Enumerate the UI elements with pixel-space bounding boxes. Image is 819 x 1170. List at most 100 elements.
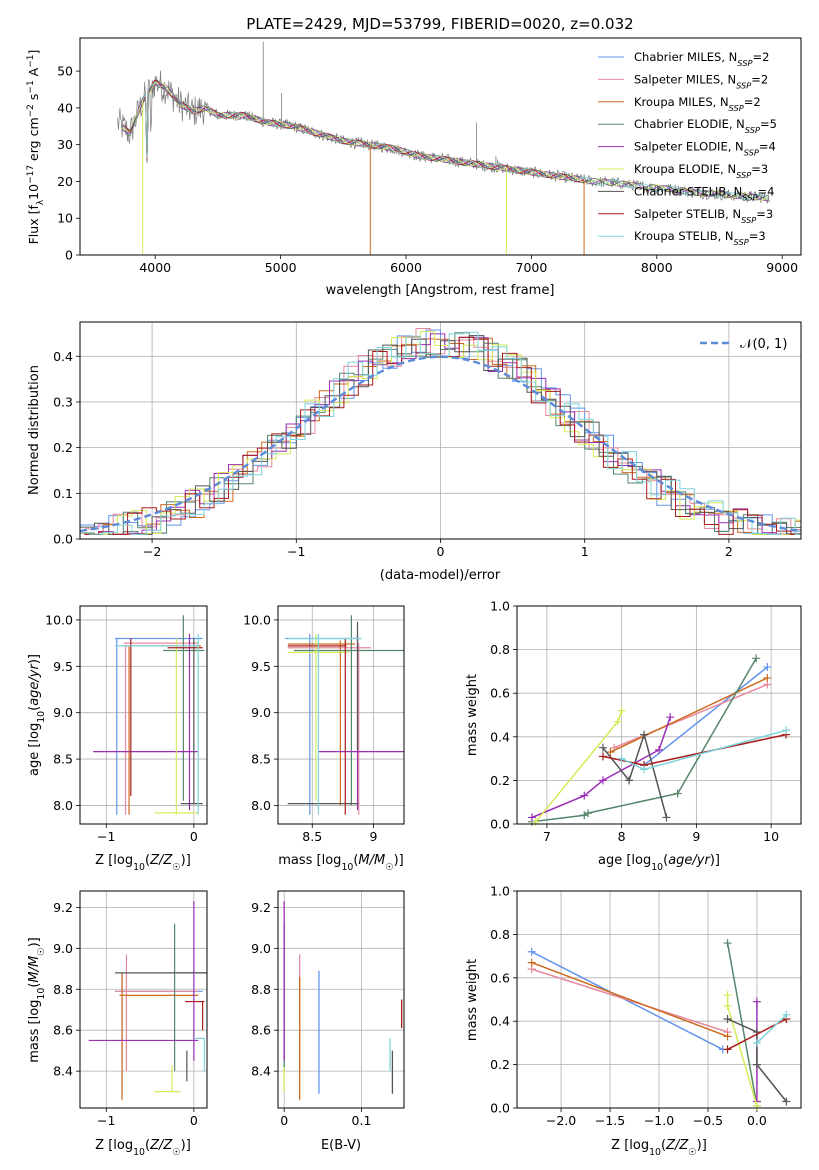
data-point — [673, 789, 682, 798]
residual-histogram-panel: −2 −1 0 1 2 0.0 0.1 0.2 0.3 0.4 𝒩(0, 1) (data-model… — [27, 321, 802, 583]
data-point — [752, 1060, 761, 1069]
histogram-chabrier-stelib — [80, 335, 801, 535]
y-tick-label: 0.2 — [490, 773, 510, 788]
data-point — [763, 673, 772, 682]
y-axis-label: mass weight — [465, 959, 480, 1041]
weight-vs-age-panel: 7 8 9 10 0.0 0.2 0.4 0.6 0.8 1.0 age [log10(age/yr… — [465, 599, 802, 873]
histogram-salpeter-stelib — [84, 336, 801, 535]
x-tick-label: 7000 — [516, 260, 548, 275]
y-tick-label: 9.0 — [251, 941, 271, 956]
spectrum-panel: 4000 5000 6000 7000 8000 9000 0 10 20 30 40 50 wavel… — [26, 37, 802, 298]
y-tick-label: 9.5 — [53, 659, 73, 674]
x-tick-label: −1.5 — [595, 1113, 625, 1128]
data-point — [723, 1045, 732, 1054]
x-tick-label: 6000 — [390, 260, 422, 275]
data-point — [580, 811, 589, 820]
y-tick-label: 0.4 — [490, 1014, 510, 1029]
data-point — [617, 754, 626, 763]
y-tick-label: 8.8 — [251, 982, 271, 997]
data-point — [752, 1038, 761, 1047]
data-point — [723, 1015, 732, 1024]
x-tick-label: 2 — [725, 544, 733, 559]
legend-entry: Salpeter STELIB, NSSP=3 — [634, 207, 773, 225]
model-spectrum-salpeter-stelib — [121, 79, 584, 183]
y-tick-label: 8.4 — [251, 1064, 271, 1079]
data-point — [527, 947, 536, 956]
y-tick-label: 0.8 — [490, 927, 510, 942]
data-point — [598, 743, 607, 752]
y-tick-label: 0.6 — [490, 970, 510, 985]
data-point — [527, 958, 536, 967]
y-tick-label: 1.0 — [490, 599, 510, 614]
x-tick-label: −2.0 — [546, 1113, 576, 1128]
y-tick-label: 8.5 — [53, 752, 73, 767]
series-kroupa-elodie — [535, 710, 623, 823]
y-tick-label: 0.6 — [490, 686, 510, 701]
y-tick-label: 30 — [57, 137, 73, 152]
series-salpeter-stelib — [602, 733, 787, 766]
y-tick-label: 8.0 — [251, 798, 271, 813]
x-tick-label: 9 — [369, 829, 377, 844]
legend-entry: Kroupa ELODIE, NSSP=3 — [634, 162, 768, 180]
y-tick-label: 0.0 — [490, 817, 510, 832]
axes-frame — [79, 890, 208, 1109]
data-point — [527, 813, 536, 822]
y-tick-label: 20 — [57, 174, 73, 189]
y-tick-label: 9.0 — [251, 705, 271, 720]
observed-spectrum — [117, 70, 770, 204]
data-point — [617, 706, 626, 715]
data-point — [606, 748, 615, 757]
data-point — [584, 809, 592, 818]
x-tick-label: 9 — [692, 829, 700, 844]
axes-frame — [277, 605, 405, 825]
axes-frame — [79, 605, 208, 825]
x-tick-label: 8000 — [641, 260, 673, 275]
data-point — [763, 663, 772, 672]
y-tick-label: 0.4 — [53, 349, 73, 364]
y-tick-label: 0.8 — [490, 642, 510, 657]
data-point — [782, 1010, 791, 1019]
x-tick-label: 5000 — [265, 260, 297, 275]
y-tick-label: 0.2 — [53, 440, 73, 455]
legend-entry: Chabrier MILES, NSSP=2 — [634, 50, 769, 68]
data-point — [613, 717, 622, 726]
legend-entry: 𝒩(0, 1) — [740, 337, 787, 352]
x-axis-label: Z [log10(Z/Z☉)] — [611, 1138, 707, 1158]
axes-frame — [79, 321, 802, 540]
series-chabrier-elodie — [726, 942, 758, 1106]
x-tick-label: 0 — [280, 1113, 288, 1128]
y-tick-label: 10 — [57, 211, 73, 226]
y-tick-label: 0 — [65, 248, 73, 263]
x-axis-label: mass [log10(M/M☉)] — [278, 853, 404, 873]
y-tick-label: 0.0 — [490, 1101, 510, 1116]
series-chabrier-stelib — [602, 731, 668, 818]
x-axis-label: wavelength [Angstrom, rest frame] — [326, 283, 555, 298]
y-tick-label: 0.1 — [53, 486, 73, 501]
data-point — [752, 997, 761, 1006]
x-tick-label: −0.5 — [693, 1113, 723, 1128]
x-tick-label: 8.5 — [302, 829, 322, 844]
x-axis-label: E(B-V) — [321, 1138, 361, 1153]
legend-entry: Chabrier STELIB, NSSP=4 — [634, 184, 774, 202]
x-tick-label: −1 — [287, 544, 305, 559]
y-tick-label: 0.0 — [53, 532, 73, 547]
series-kroupa-elodie — [726, 995, 758, 1107]
y-tick-label: 8.6 — [53, 1023, 73, 1038]
x-axis-label: Z [log10(Z/Z☉)] — [95, 1138, 191, 1158]
y-tick-label: 9.5 — [251, 659, 271, 674]
x-tick-label: 7 — [543, 829, 551, 844]
y-tick-label: 10.0 — [243, 612, 271, 627]
data-point — [598, 776, 607, 785]
mass-vs-metallicity-panel: −1 0 8.4 8.6 8.8 9.0 9.2 Z [log10(Z/Z☉)] mass [l… — [27, 890, 208, 1158]
histogram-kroupa-stelib — [88, 331, 801, 535]
data-point — [580, 791, 589, 800]
y-tick-label: 1.0 — [490, 884, 510, 899]
legend-entry: Kroupa MILES, NSSP=2 — [634, 95, 761, 113]
x-axis-label: (data-model)/error — [380, 568, 501, 583]
data-point — [782, 726, 791, 735]
x-tick-label: 1 — [581, 544, 589, 559]
x-tick-label: 4000 — [139, 260, 171, 275]
data-point — [655, 745, 663, 754]
y-tick-label: 9.0 — [53, 705, 73, 720]
